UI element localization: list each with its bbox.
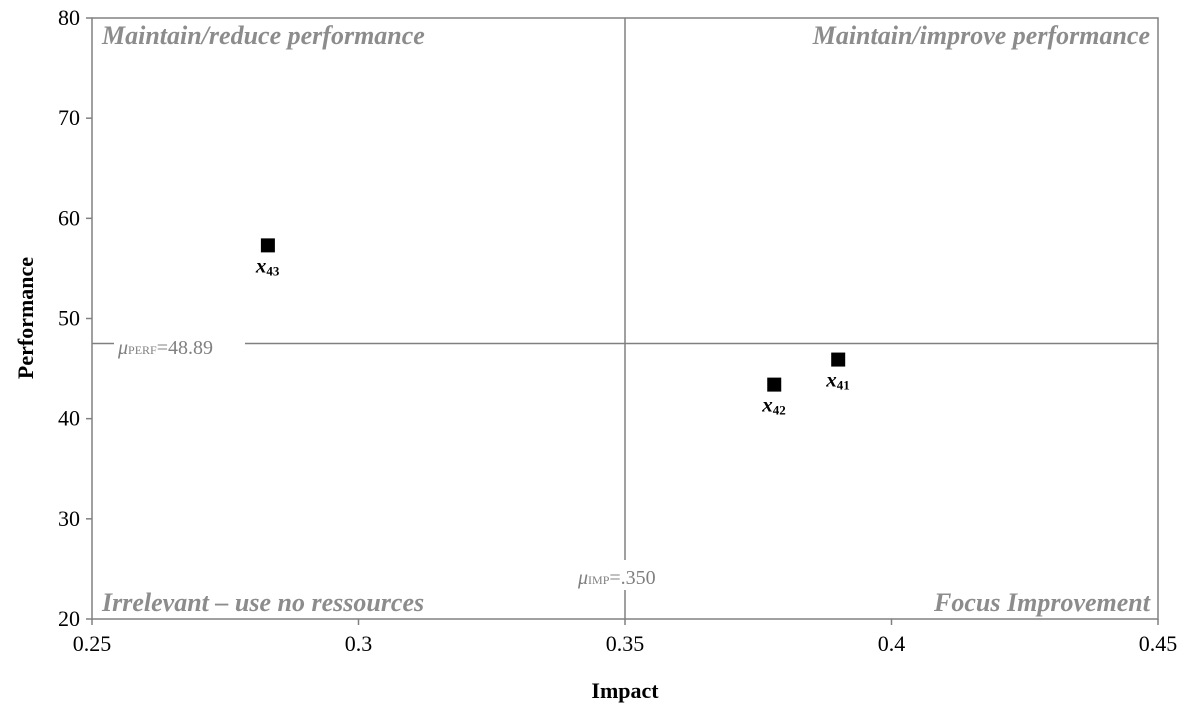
data-point-label: x41 (825, 368, 850, 393)
y-tick-label: 70 (58, 105, 80, 130)
y-tick-label: 50 (58, 306, 80, 331)
y-tick-label: 40 (58, 406, 80, 431)
y-tick-label: 80 (58, 5, 80, 30)
data-point-marker (260, 238, 275, 253)
mean-performance-symbol: μ (117, 337, 128, 359)
quadrant-bottom-left-label: Irrelevant – use no ressources (101, 588, 424, 617)
quadrant-top-left-label: Maintain/reduce performance (101, 21, 425, 50)
mean-impact-subscript: IMP (588, 573, 610, 587)
quadrant-top-right-label: Maintain/improve performance (812, 21, 1150, 50)
x-tick-label: 0.45 (1139, 631, 1178, 656)
y-axis: 20 30 40 50 60 70 80 (58, 5, 92, 631)
x-tick-label: 0.35 (606, 631, 645, 656)
x-axis: 0.25 0.3 0.35 0.4 0.45 (73, 619, 1178, 656)
y-tick-label: 60 (58, 205, 80, 230)
mean-impact-symbol: μ (577, 567, 588, 589)
x-tick-label: 0.4 (878, 631, 906, 656)
mean-impact-label: μIMP=.350 (577, 567, 656, 589)
y-tick-label: 30 (58, 506, 80, 531)
mean-performance-value: =48.89 (157, 337, 213, 359)
data-point-label: x42 (761, 393, 786, 418)
data-point-marker (767, 377, 782, 392)
data-point-marker (831, 352, 846, 367)
x-axis-title: Impact (591, 678, 659, 703)
data-points: x43 x42 x41 (255, 238, 850, 418)
mean-performance-subscript: PERF (128, 343, 157, 357)
x-tick-label: 0.3 (345, 631, 373, 656)
x-tick-label: 0.25 (73, 631, 112, 656)
y-tick-label: 20 (58, 606, 80, 631)
data-point-label: x43 (255, 253, 280, 278)
mean-impact-value: =.350 (609, 567, 655, 589)
quadrant-bottom-right-label: Focus Improvement (933, 588, 1151, 617)
y-axis-title: Performance (13, 257, 38, 379)
mean-performance-label: μPERF=48.89 (117, 337, 213, 359)
